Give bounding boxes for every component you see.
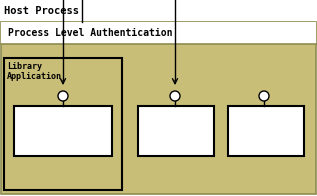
Circle shape [170, 91, 180, 101]
Bar [138, 106, 214, 156]
Bar [1, 22, 316, 194]
Text: Process Level Authentication: Process Level Authentication [8, 28, 172, 38]
Bar [0, 0, 317, 22]
Bar [1, 22, 316, 44]
Text: Library
Application: Library Application [7, 62, 62, 81]
Text: Host Process: Host Process [4, 6, 79, 16]
Circle shape [58, 91, 68, 101]
Bar [4, 58, 122, 190]
Bar [228, 106, 304, 156]
Circle shape [259, 91, 269, 101]
Bar [14, 106, 112, 156]
